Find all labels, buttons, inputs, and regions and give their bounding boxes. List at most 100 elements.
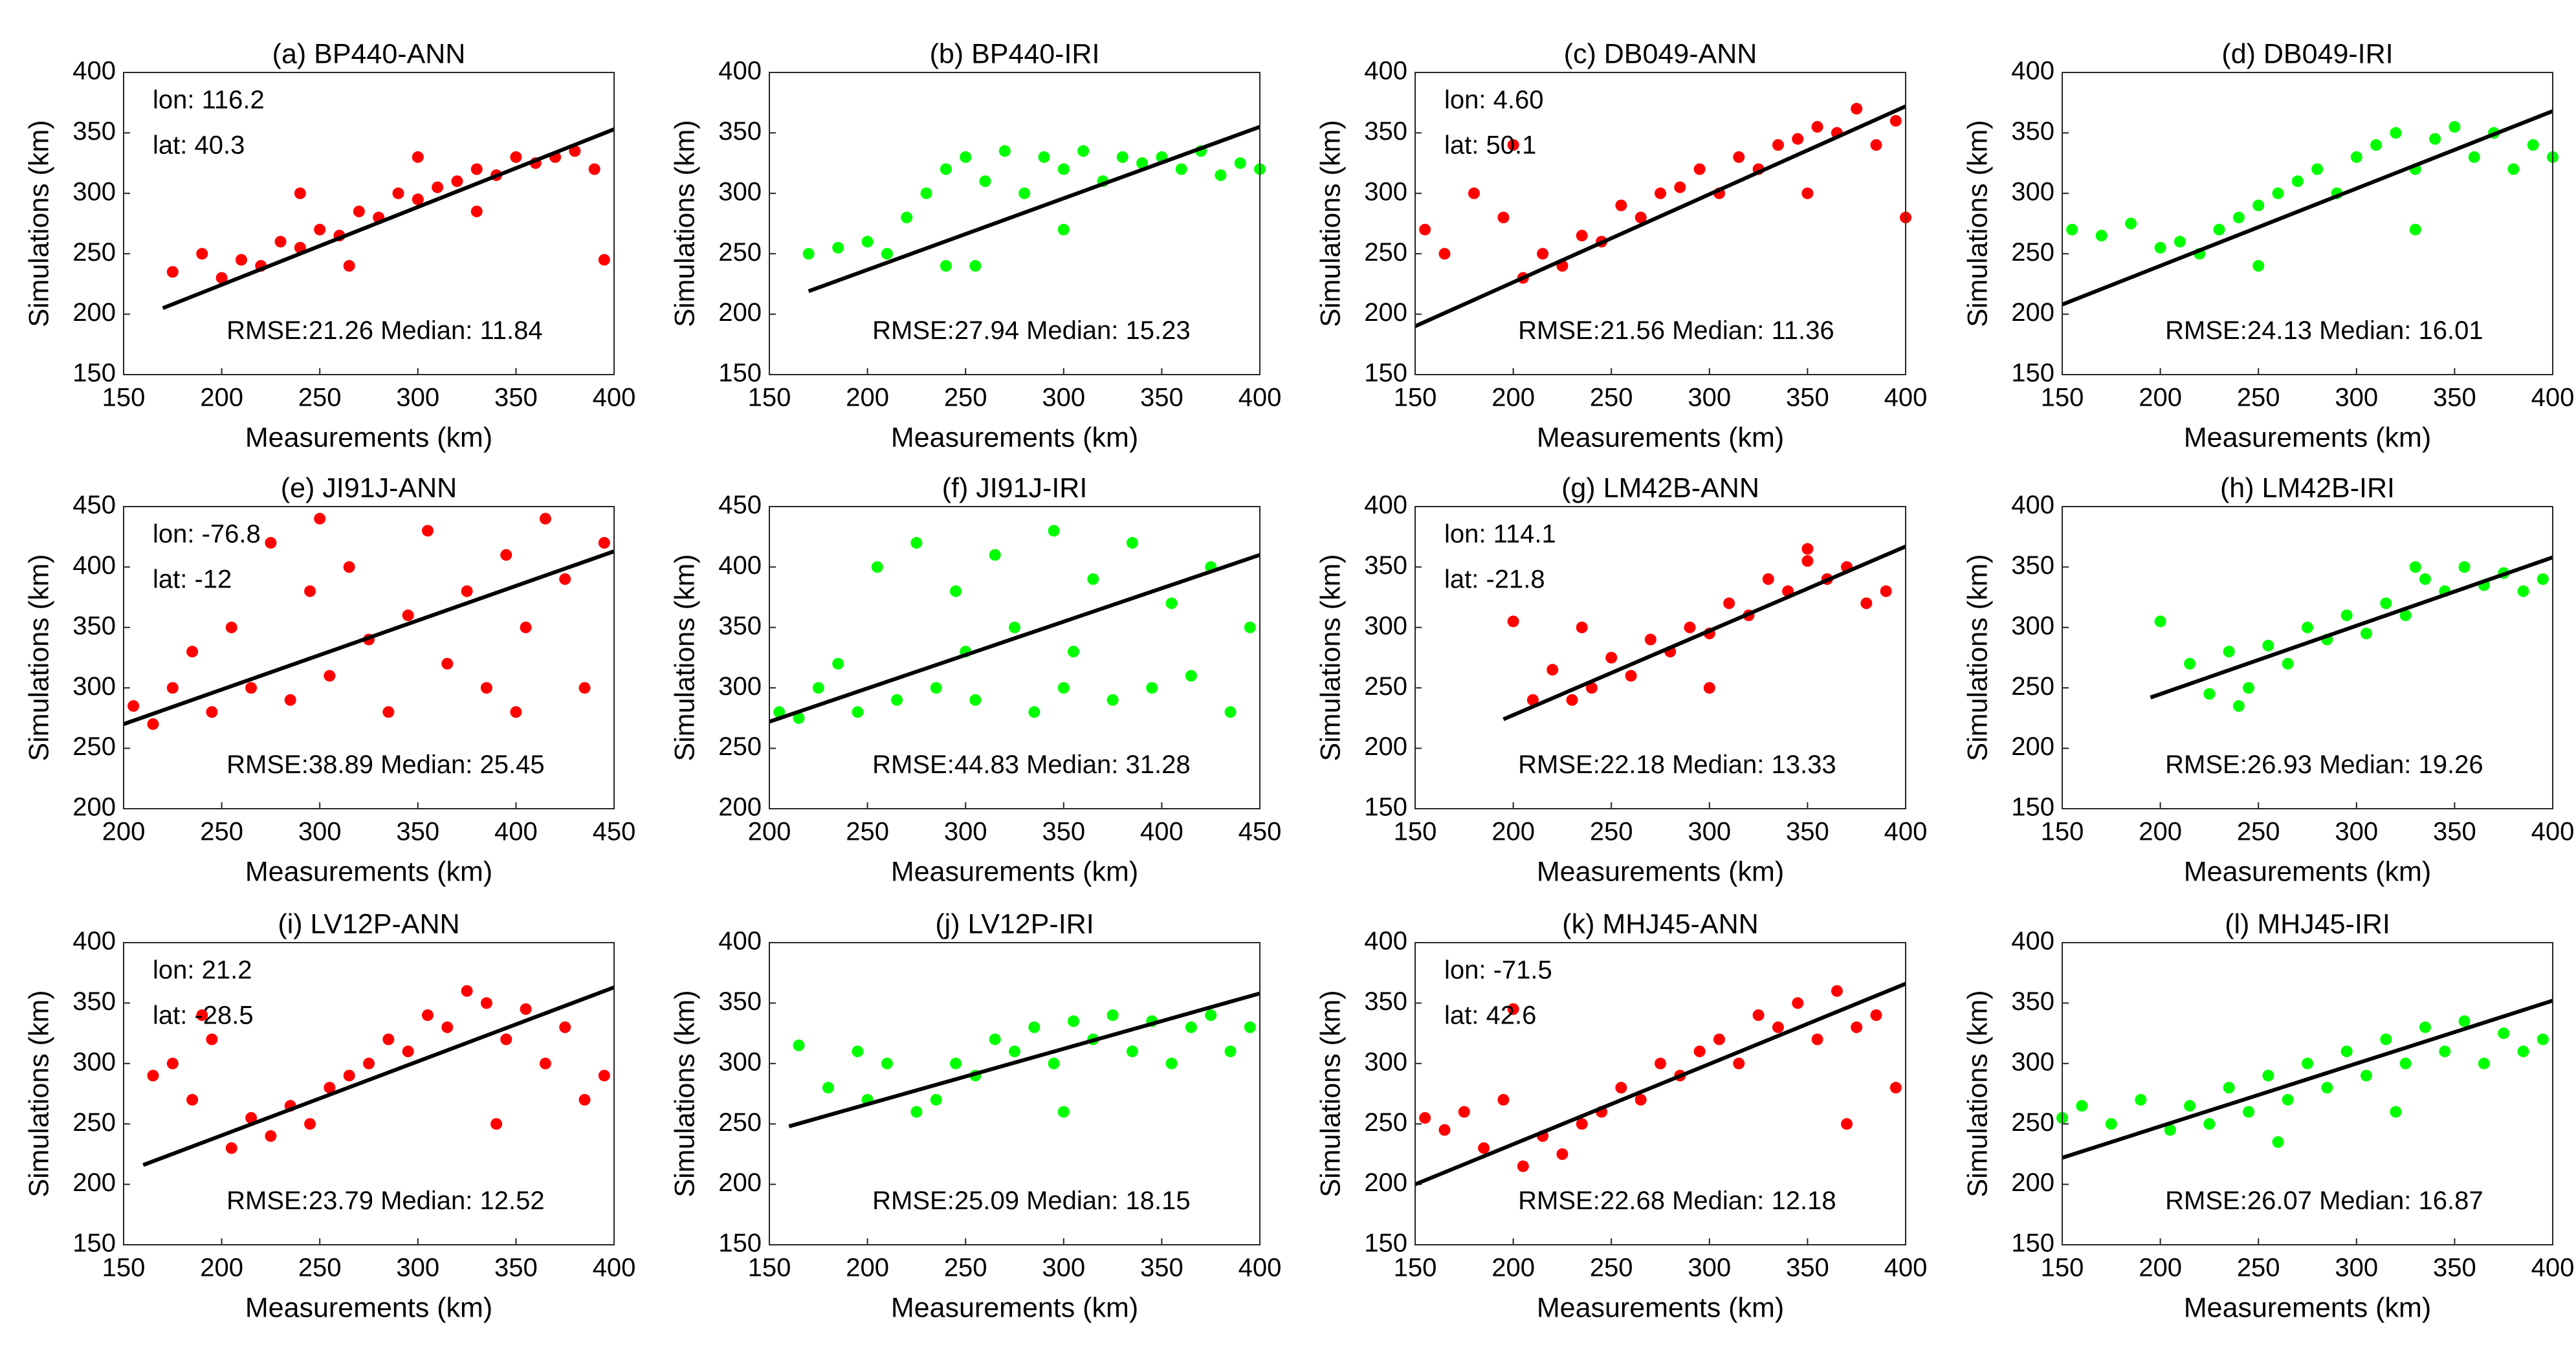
- y-tick-label: 150: [1364, 359, 1407, 388]
- y-tick-label: 400: [2011, 491, 2054, 520]
- point: [1057, 682, 1070, 694]
- chart-title: (k) MHJ45-ANN: [1562, 908, 1758, 939]
- point: [2184, 657, 2196, 670]
- point: [1028, 706, 1040, 718]
- point: [1772, 1021, 1784, 1033]
- point: [930, 1093, 942, 1106]
- chart-title: (d) DB049-IRI: [2221, 38, 2393, 69]
- point: [559, 1021, 571, 1033]
- y-tick-label: 350: [718, 117, 762, 146]
- x-tick-label: 250: [1590, 818, 1633, 846]
- annotation: RMSE:44.83 Median: 31.28: [872, 750, 1190, 779]
- point: [1028, 1021, 1040, 1033]
- panel: 150 200 250 300 350 400 150 200 250 300 350 400 (k) …: [1315, 908, 1927, 1323]
- x-tick-label: 300: [1042, 384, 1085, 412]
- axes-box: [2062, 942, 2553, 1245]
- point: [2154, 241, 2166, 254]
- panel: 200 250 300 350 400 450 200 250 300 350 400 450 (e) …: [23, 472, 635, 887]
- point: [1615, 199, 1627, 212]
- point: [166, 1057, 179, 1069]
- point: [2478, 1057, 2490, 1069]
- chart-title: (g) LM42B-ANN: [1561, 472, 1759, 503]
- point: [2125, 217, 2137, 230]
- point: [520, 1003, 532, 1015]
- y-tick-label: 450: [72, 491, 116, 520]
- y-tick-label: 200: [72, 793, 116, 822]
- point: [470, 163, 483, 175]
- point: [598, 537, 610, 549]
- y-tick-label: 300: [72, 672, 116, 701]
- point: [1576, 621, 1588, 633]
- point: [2203, 688, 2216, 700]
- point: [1009, 1046, 1020, 1058]
- point: [441, 657, 454, 670]
- y-tick-label: 250: [72, 238, 116, 267]
- y-tick-label: 250: [718, 732, 762, 761]
- x-tick-label: 200: [846, 1254, 889, 1282]
- point: [1576, 230, 1588, 242]
- point: [2429, 133, 2441, 145]
- y-axis-label: Simulations (km): [23, 120, 54, 327]
- point: [2066, 223, 2078, 235]
- point: [127, 700, 140, 712]
- point: [2380, 597, 2392, 609]
- point: [1116, 151, 1128, 163]
- x-tick-label: 150: [2041, 1254, 2084, 1282]
- point: [2439, 1046, 2451, 1058]
- x-tick-label: 350: [1042, 818, 1085, 846]
- panel: 150 200 250 300 350 400 150 200 250 300 350 400 (c) …: [1315, 38, 1927, 453]
- x-axis-label: Measurements (km): [2184, 856, 2431, 887]
- x-tick-label: 150: [2041, 384, 2084, 412]
- x-tick-label: 400: [593, 1254, 636, 1282]
- point: [324, 1082, 336, 1094]
- point: [490, 1118, 503, 1130]
- point: [461, 985, 473, 997]
- x-tick-label: 200: [200, 1254, 243, 1282]
- y-tick-label: 150: [2011, 1229, 2054, 1258]
- point: [2370, 139, 2383, 151]
- y-tick-label: 200: [718, 298, 762, 327]
- y-tick-label: 150: [72, 1229, 116, 1258]
- y-tick-label: 150: [1364, 793, 1407, 822]
- y-tick-label: 250: [2011, 1108, 2054, 1137]
- point: [2360, 628, 2372, 640]
- x-tick-label: 400: [1238, 1254, 1282, 1282]
- y-tick-label: 400: [1364, 57, 1407, 85]
- y-tick-label: 350: [1364, 987, 1407, 1016]
- x-tick-label: 450: [1238, 818, 1282, 846]
- point: [2517, 585, 2529, 597]
- point: [1048, 1057, 1060, 1069]
- point: [1185, 1021, 1197, 1033]
- y-tick-label: 400: [72, 551, 116, 580]
- y-tick-label: 300: [72, 1047, 116, 1076]
- point: [1126, 1046, 1138, 1058]
- point: [1547, 664, 1559, 676]
- point: [901, 212, 913, 224]
- fit-line: [1414, 104, 1907, 329]
- chart-title: (e) JI91J-ANN: [281, 472, 457, 503]
- chart-title: (h) LM42B-IRI: [2220, 472, 2395, 503]
- point: [1792, 997, 1804, 1009]
- x-tick-label: 250: [846, 818, 889, 846]
- x-tick-label: 250: [2237, 384, 2280, 412]
- x-tick-label: 150: [748, 1254, 791, 1282]
- point: [353, 205, 365, 217]
- point: [225, 621, 237, 633]
- y-axis-label: Simulations (km): [1962, 990, 1993, 1197]
- point: [1811, 121, 1823, 133]
- point: [969, 259, 982, 272]
- point: [2262, 639, 2274, 652]
- annotation: RMSE:25.09 Median: 18.15: [872, 1187, 1190, 1215]
- point: [802, 248, 815, 260]
- point: [510, 151, 522, 163]
- point: [1126, 537, 1138, 549]
- point: [314, 512, 326, 525]
- point: [1234, 157, 1246, 170]
- x-tick-label: 150: [1394, 1254, 1437, 1282]
- point: [480, 997, 492, 1009]
- x-tick-label: 400: [2531, 384, 2575, 412]
- x-axis-label: Measurements (km): [2184, 1292, 2431, 1323]
- point: [1507, 1003, 1519, 1015]
- y-tick-label: 400: [1364, 491, 1407, 520]
- point: [1703, 682, 1715, 694]
